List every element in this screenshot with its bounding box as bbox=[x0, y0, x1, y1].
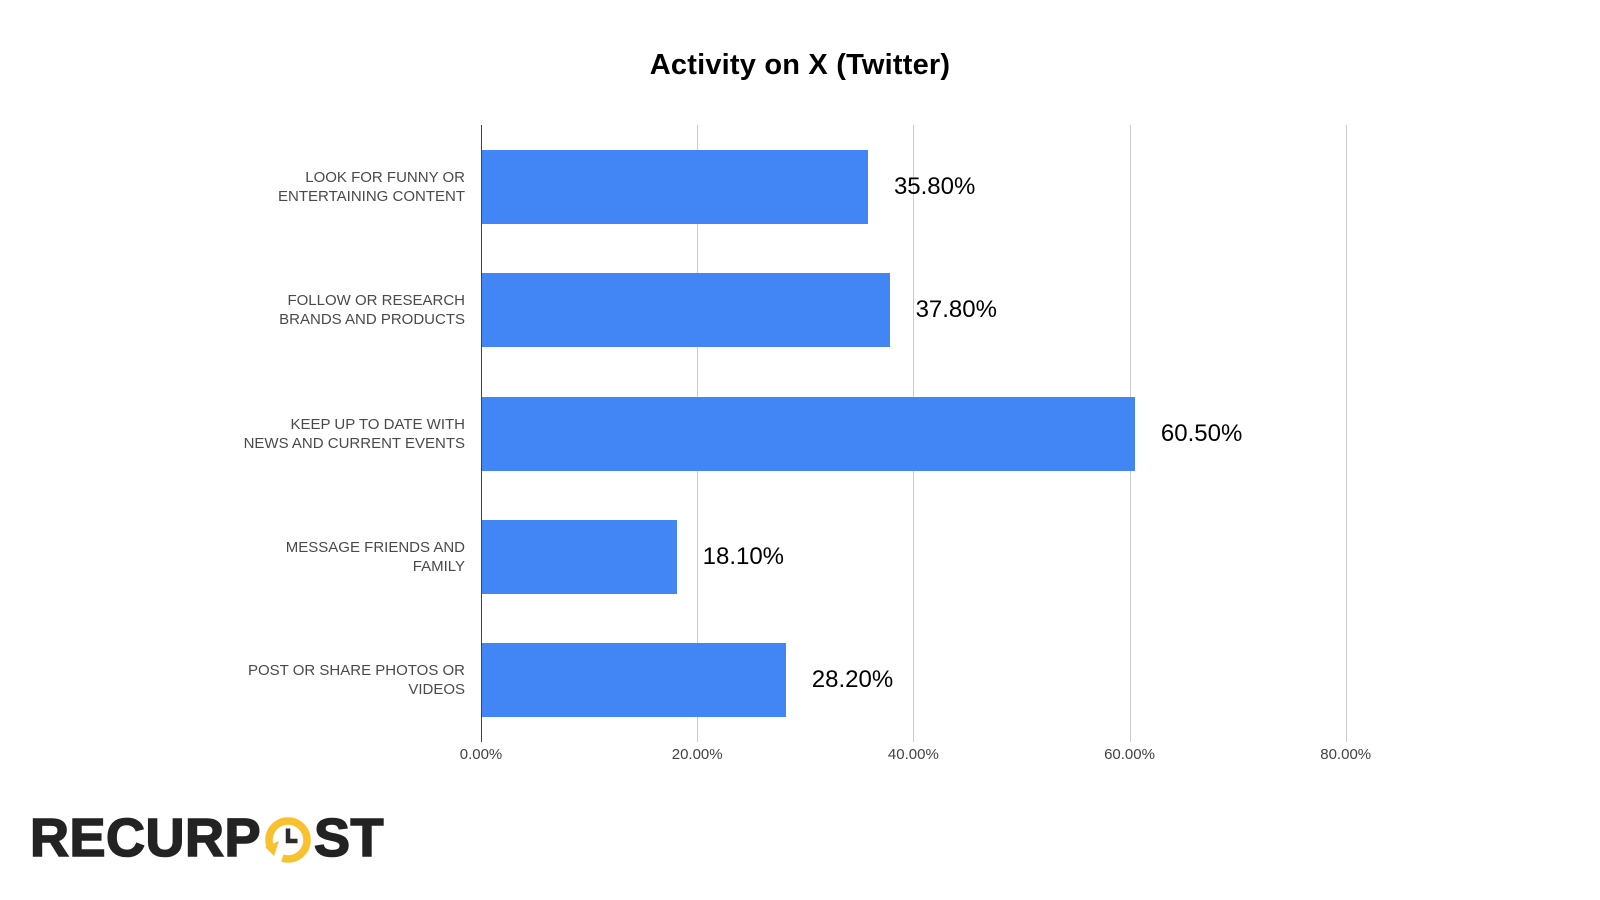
logo-text-before: RECURP bbox=[29, 807, 262, 869]
category-label: KEEP UP TO DATE WITH NEWS AND CURRENT EV… bbox=[243, 415, 465, 452]
logo-text-after: ST bbox=[313, 807, 385, 869]
y-axis-line bbox=[481, 125, 482, 742]
bar bbox=[481, 273, 890, 348]
x-tick-label: 80.00% bbox=[1320, 746, 1372, 763]
x-tick-label: 40.00% bbox=[887, 746, 939, 763]
bar-row: 28.20% bbox=[481, 619, 1430, 742]
x-tick-label: 60.00% bbox=[1104, 746, 1155, 763]
bar bbox=[481, 519, 677, 594]
value-label: 18.10% bbox=[702, 542, 785, 570]
category-label: POST OR SHARE PHOTOS OR VIDEOS bbox=[248, 662, 465, 699]
x-tick-label: 20.00% bbox=[671, 746, 723, 763]
bar-row: 37.80% bbox=[481, 248, 1430, 371]
bar bbox=[481, 396, 1135, 471]
gridline bbox=[1345, 125, 1347, 742]
value-label: 28.20% bbox=[811, 666, 894, 694]
clock-history-icon bbox=[265, 817, 311, 863]
bar bbox=[481, 149, 868, 224]
bar bbox=[481, 643, 786, 718]
category-labels-column: LOOK FOR FUNNY OR ENTERTAINING CONTENT FO… bbox=[0, 125, 465, 742]
recurpost-logo: RECURP ST bbox=[29, 807, 385, 869]
category-label: LOOK FOR FUNNY OR ENTERTAINING CONTENT bbox=[278, 168, 465, 205]
bar-row: 60.50% bbox=[481, 372, 1430, 495]
chart-title: Activity on X (Twitter) bbox=[649, 49, 951, 81]
bar-row: 35.80% bbox=[481, 125, 1430, 248]
value-label: 37.80% bbox=[915, 296, 997, 324]
x-axis: 0.00% 20.00% 40.00% 60.00% 80.00% bbox=[460, 746, 1430, 768]
category-label: MESSAGE FRIENDS AND FAMILY bbox=[285, 538, 465, 575]
bar-row: 18.10% bbox=[481, 495, 1430, 618]
category-label: FOLLOW OR RESEARCH BRANDS AND PRODUCTS bbox=[279, 292, 465, 329]
plot-area: 35.80% 37.80% 60.50% 18.10% 28.20% bbox=[481, 125, 1430, 742]
value-label: 35.80% bbox=[893, 172, 976, 200]
x-tick-label: 0.00% bbox=[459, 746, 503, 763]
bar-rows: 35.80% 37.80% 60.50% 18.10% 28.20% bbox=[481, 125, 1430, 742]
value-label: 60.50% bbox=[1160, 419, 1243, 447]
